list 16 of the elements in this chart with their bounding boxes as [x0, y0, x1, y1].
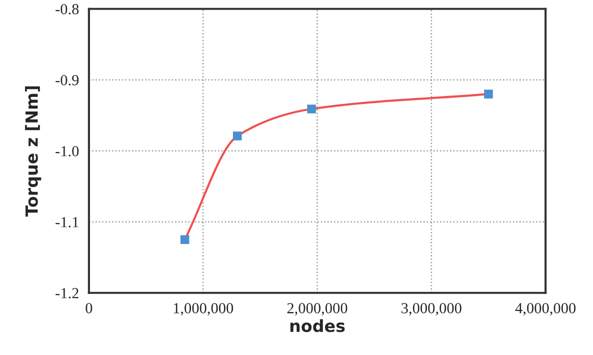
x-tick-label: 3,000,000: [402, 303, 462, 316]
y-tick-label: -1.0: [56, 146, 79, 156]
point: [484, 90, 493, 98]
x-axis-title: nodes: [290, 319, 345, 332]
y-tick-label: -0.9: [56, 75, 79, 86]
x-tick-label: 1,000,000: [174, 303, 234, 316]
y-axis-title: Torque z [Nm]: [25, 86, 42, 217]
y-tick-label: -1.1: [56, 217, 78, 228]
y-tick-label: -0.8: [56, 4, 79, 14]
y-tick-label: -1.2: [56, 288, 78, 298]
point: [307, 104, 316, 114]
point: [232, 132, 242, 140]
x-tick-label: 2,000,000: [287, 303, 348, 316]
x-tick-label: 0: [86, 303, 92, 314]
point: [180, 235, 190, 244]
x-tick-label: 4,000,000: [515, 303, 576, 316]
